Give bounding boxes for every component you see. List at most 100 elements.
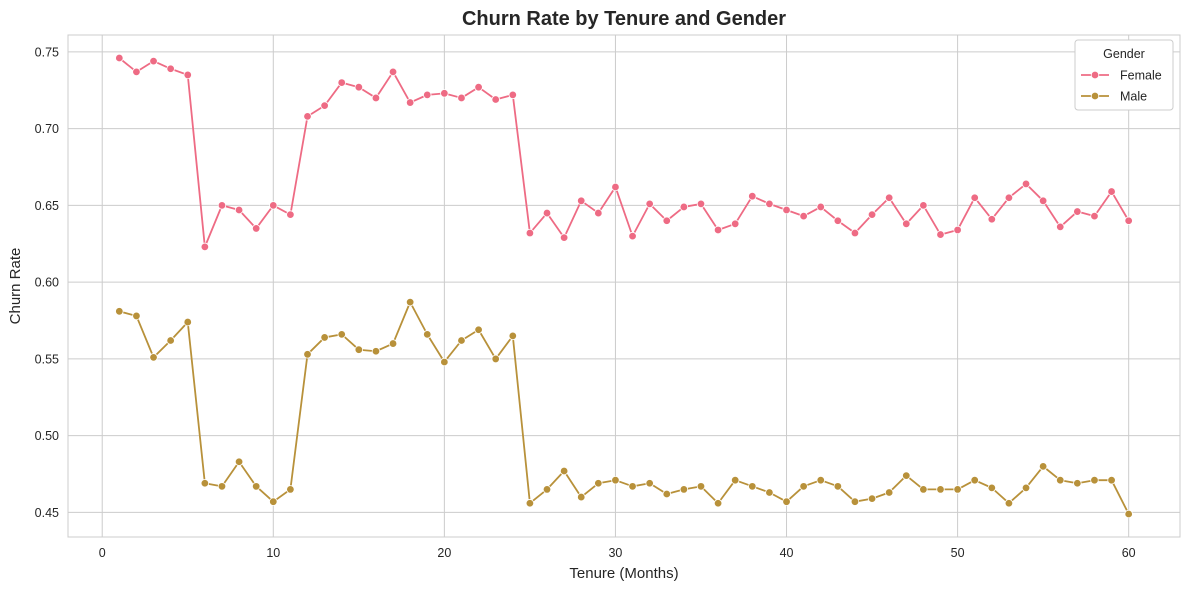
data-point [679,202,689,212]
data-point [850,228,860,238]
data-point [1021,483,1031,493]
data-point [371,93,381,103]
data-point [354,345,364,354]
legend-title: Gender [1103,47,1145,61]
data-point [166,336,175,345]
legend-marker [1090,91,1100,101]
data-point [440,357,449,367]
data-point [1056,222,1065,232]
data-point [765,199,774,209]
y-tick-label: 0.60 [35,276,59,290]
data-point [303,112,312,121]
data-point [782,205,791,215]
x-tick-label: 20 [437,546,451,560]
x-tick-label: 10 [266,546,280,560]
data-point [320,101,329,110]
legend-item-female: Female [1081,69,1162,83]
data-point [183,70,192,80]
x-tick-label: 40 [780,546,794,560]
data-point [1124,509,1133,519]
data-point [559,466,569,476]
data-point [970,193,979,202]
data-point [1038,196,1048,205]
data-point [731,475,740,485]
data-point [217,201,227,210]
data-point [970,475,979,485]
data-point [440,89,449,98]
data-point [1056,475,1065,485]
data-point [1073,207,1082,216]
data-point [833,482,843,491]
data-point [936,485,945,494]
tick-layer: 0 10 20 30 40 50 60 0.45 0.50 0.55 0.60 0.65 0.70 0.7… [35,45,1136,560]
data-point [713,499,723,508]
x-tick-label: 0 [99,546,106,560]
data-point [405,297,415,307]
data-point [645,479,654,488]
data-point [200,479,210,488]
legend: Gender Female Male [1074,39,1174,111]
data-point [234,457,244,466]
data-point [423,330,432,339]
data-point [816,475,825,485]
data-point [525,499,535,508]
data-point [731,219,740,229]
y-axis-label: Churn Rate [7,248,24,325]
data-point [594,208,603,218]
data-point [850,497,860,506]
series-layer [115,53,1133,519]
y-tick-label: 0.45 [35,506,59,520]
data-point [1004,193,1014,202]
data-point [542,208,552,218]
x-axis-label: Tenure (Months) [569,565,678,582]
data-point [423,90,432,100]
data-point [457,93,466,103]
data-point [902,219,911,229]
data-point [628,231,637,241]
chart-title: Churn Rate by Tenure and Gender [462,8,786,30]
data-point [1038,462,1048,471]
data-point [833,216,843,225]
legend-item-male: Male [1081,90,1147,104]
data-point [320,333,329,342]
data-point [867,494,877,503]
data-point [303,350,312,359]
data-point [662,489,671,499]
data-point [799,211,808,221]
series-male [115,297,1133,519]
data-point [217,482,227,491]
data-point [577,492,586,502]
x-tick-label: 50 [951,546,965,560]
data-point [577,196,586,205]
data-point [269,497,278,506]
data-point [405,98,415,107]
y-tick-label: 0.75 [35,45,59,59]
y-tick-label: 0.65 [35,199,59,213]
data-point [953,225,962,235]
data-point [337,330,346,339]
legend-box [1074,39,1174,111]
data-point [491,354,500,364]
data-point [234,205,244,215]
series-female [115,53,1133,252]
data-point [1124,216,1133,225]
data-point [919,201,928,210]
data-point [987,215,997,224]
data-point [1004,499,1014,508]
data-point [748,191,757,201]
data-point [611,475,620,485]
data-point [286,210,295,219]
data-point [508,90,517,100]
data-point [371,347,381,356]
data-point [1090,475,1099,485]
data-point [149,56,158,66]
legend-items: Female Male [1081,69,1162,104]
legend-marker [1090,70,1100,80]
data-point [354,82,364,92]
data-point [166,64,175,73]
data-point [149,353,158,362]
data-point [645,199,654,209]
y-tick-label: 0.55 [35,352,59,366]
grid-layer [68,35,1180,537]
